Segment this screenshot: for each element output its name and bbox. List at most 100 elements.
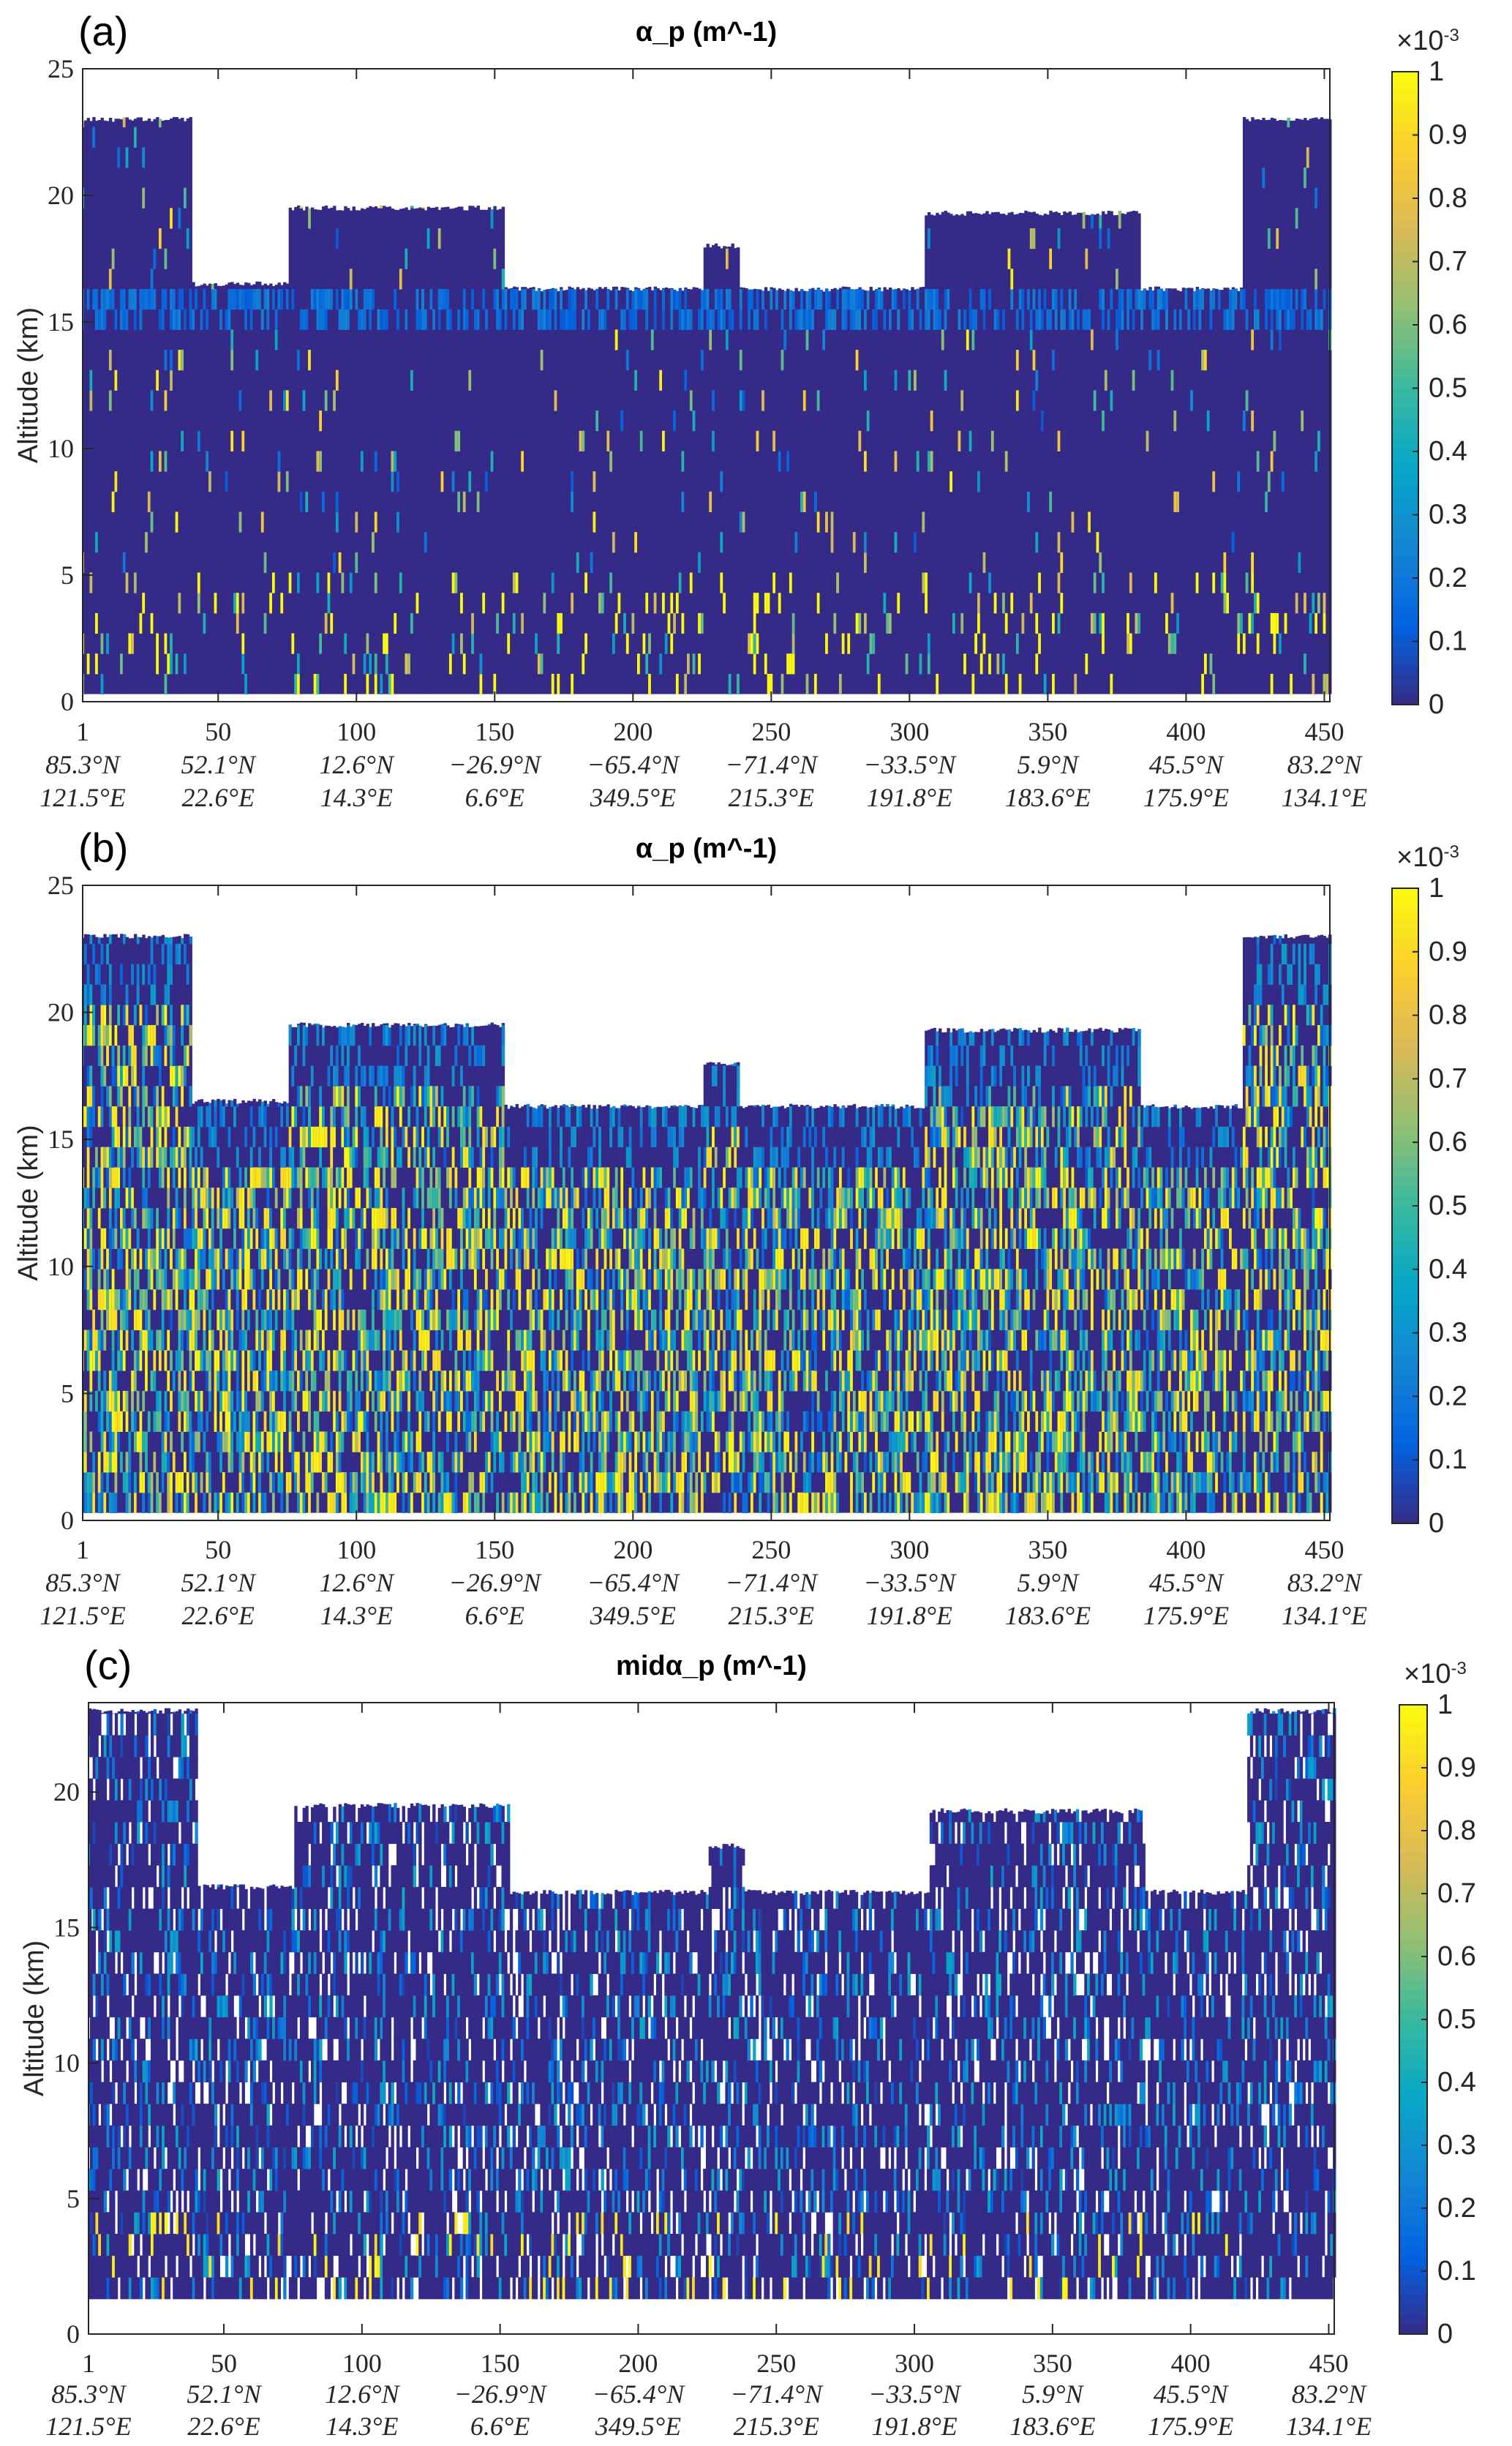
- heatmap-cell: [595, 1492, 599, 1514]
- heatmap-cell: [1043, 673, 1048, 695]
- heatmap-cell: [512, 1289, 516, 1310]
- heatmap-cell: [225, 1492, 229, 1514]
- heatmap-column: [836, 289, 840, 694]
- heatmap-cell: [111, 248, 116, 269]
- heatmap-cell: [939, 309, 942, 330]
- heatmap-cell: [219, 1452, 223, 1473]
- heatmap-cell: [355, 1126, 358, 1148]
- heatmap-cell: [319, 410, 323, 432]
- heatmap-column: [650, 290, 655, 694]
- heatmap-cell: [150, 1024, 154, 1046]
- heatmap-cell: [175, 943, 179, 965]
- heatmap-cell: [333, 1309, 336, 1331]
- heatmap-cell: [122, 552, 127, 574]
- heatmap-cell: [1010, 593, 1014, 614]
- heatmap-column: [889, 288, 892, 694]
- heatmap-cell: [225, 1431, 229, 1452]
- x-tick-longitude: 22.6°E: [182, 783, 255, 812]
- heatmap-cell: [582, 1431, 585, 1452]
- heatmap-cell: [344, 309, 347, 330]
- heatmap-cell: [645, 1207, 649, 1229]
- heatmap-column: [1192, 291, 1197, 694]
- heatmap-cell: [712, 1472, 715, 1493]
- heatmap-cell: [645, 593, 649, 614]
- heatmap-cell: [219, 1492, 223, 1514]
- heatmap-cell: [429, 1188, 433, 1209]
- heatmap-cell: [670, 1269, 674, 1290]
- heatmap-cell: [684, 369, 688, 391]
- heatmap-cell: [133, 1309, 138, 1331]
- heatmap-cell: [86, 1248, 91, 1269]
- heatmap-cell: [258, 1431, 262, 1452]
- heatmap-cell: [363, 309, 367, 330]
- heatmap-cell: [227, 1309, 231, 1331]
- heatmap-cell: [609, 1350, 613, 1371]
- heatmap-cell: [117, 1188, 121, 1209]
- heatmap-cell: [266, 1431, 270, 1452]
- heatmap-cell: [153, 1370, 157, 1392]
- x-tick-latitude: −26.9°N: [448, 750, 542, 779]
- heatmap-cell: [296, 1370, 301, 1392]
- heatmap-cell: [208, 1492, 212, 1514]
- heatmap-cell: [689, 1167, 693, 1188]
- x-tick-longitude: 121.5°E: [40, 783, 125, 812]
- heatmap-cell: [399, 1065, 403, 1087]
- heatmap-cell: [413, 1248, 417, 1269]
- heatmap-cell: [432, 1207, 436, 1229]
- heatmap-cell: [111, 1411, 116, 1432]
- heatmap-cell: [181, 430, 184, 451]
- heatmap-cell: [426, 1086, 431, 1107]
- heatmap-cell: [291, 289, 295, 310]
- heatmap-cell: [479, 653, 483, 675]
- heatmap-column: [573, 289, 577, 694]
- heatmap-cell: [383, 633, 386, 654]
- heatmap-cell: [1290, 673, 1293, 695]
- heatmap-cell: [327, 1065, 331, 1087]
- colorbar-swatch: [1392, 477, 1418, 488]
- heatmap-cell: [437, 1045, 442, 1067]
- heatmap-cell: [211, 1188, 215, 1209]
- heatmap-cell: [172, 1065, 176, 1087]
- heatmap-cell: [1116, 329, 1119, 350]
- heatmap-cell: [634, 1350, 638, 1371]
- colorbar-tick-label: 0.1: [1429, 626, 1467, 657]
- heatmap-column: [1201, 288, 1205, 694]
- heatmap-cell: [181, 1350, 184, 1371]
- heatmap-cell: [316, 1492, 320, 1514]
- heatmap-cell: [200, 309, 204, 330]
- heatmap-cell: [554, 1492, 557, 1514]
- heatmap-cell: [742, 511, 746, 533]
- heatmap-cell: [642, 633, 646, 654]
- heatmap-cell: [778, 1370, 782, 1392]
- heatmap-cell: [919, 653, 922, 675]
- heatmap-cell: [111, 1452, 116, 1473]
- heatmap-cell: [158, 1065, 162, 1087]
- heatmap-cell: [521, 1411, 524, 1432]
- heatmap-cell: [208, 1350, 212, 1371]
- heatmap-cell: [161, 289, 165, 310]
- heatmap-cell: [133, 289, 138, 310]
- heatmap-cell: [407, 1248, 411, 1269]
- heatmap-cell: [781, 1248, 784, 1269]
- heatmap-cell: [153, 248, 157, 269]
- heatmap-cell: [1265, 491, 1268, 512]
- heatmap-cell: [83, 1188, 88, 1209]
- heatmap-cell: [89, 1350, 93, 1371]
- heatmap-cell: [549, 1431, 552, 1452]
- heatmap-column: [1226, 288, 1230, 694]
- heatmap-cell: [241, 1492, 245, 1514]
- heatmap-cell: [92, 1309, 96, 1331]
- heatmap-cell: [767, 1472, 771, 1493]
- heatmap-cell: [529, 1289, 533, 1310]
- heatmap-cell: [432, 1025, 436, 1046]
- heatmap-cell: [122, 1106, 127, 1128]
- heatmap-cell: [355, 1350, 358, 1371]
- heatmap-cell: [100, 943, 104, 965]
- heatmap-cell: [1251, 410, 1255, 432]
- heatmap-cell: [560, 1248, 563, 1269]
- heatmap-cell: [283, 1329, 287, 1351]
- heatmap-cell: [344, 1411, 347, 1432]
- heatmap-cell: [302, 1390, 306, 1412]
- heatmap-column: [977, 213, 981, 694]
- heatmap-cell: [775, 1269, 779, 1290]
